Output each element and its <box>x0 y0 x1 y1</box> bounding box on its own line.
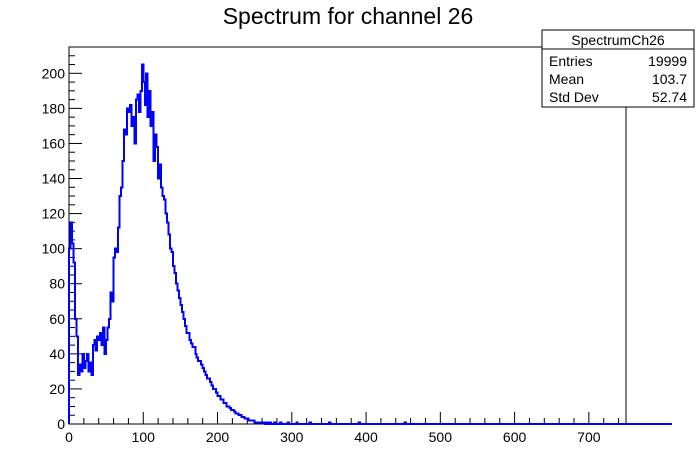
stats-entries-value: 19999 <box>648 53 687 69</box>
y-tick-label: 160 <box>42 135 66 151</box>
histogram-series-line <box>68 63 673 425</box>
x-tick-label: 400 <box>354 429 378 445</box>
stats-stddev-label: Std Dev <box>549 89 599 105</box>
x-tick-label: 600 <box>503 429 527 445</box>
stats-box: SpectrumCh26 Entries 19999 Mean 103.7 St… <box>541 29 695 108</box>
y-tick-label: 0 <box>57 416 65 432</box>
y-tick-label: 20 <box>49 381 65 397</box>
y-tick-label: 80 <box>49 276 65 292</box>
x-tick-label: 300 <box>280 429 304 445</box>
stats-mean-value: 103.7 <box>652 71 687 87</box>
x-axis: 0 100 200 300 400 500 600 700 <box>65 412 620 445</box>
stats-box-title: SpectrumCh26 <box>571 32 665 48</box>
x-tick-label: 100 <box>132 429 156 445</box>
stats-mean-label: Mean <box>549 71 584 87</box>
x-tick-label: 200 <box>206 429 230 445</box>
y-tick-label: 100 <box>42 241 66 257</box>
y-tick-label: 120 <box>42 206 66 222</box>
x-tick-label: 700 <box>577 429 601 445</box>
stats-entries-label: Entries <box>549 53 593 69</box>
y-axis: 0 20 40 60 80 100 120 140 160 180 200 <box>42 46 82 432</box>
chart-title: Spectrum for channel 26 <box>223 3 474 29</box>
x-tick-label: 500 <box>429 429 453 445</box>
x-tick-label: 0 <box>65 429 73 445</box>
stats-stddev-value: 52.74 <box>652 89 687 105</box>
y-tick-label: 200 <box>42 65 66 81</box>
y-tick-label: 60 <box>49 311 65 327</box>
y-tick-label: 40 <box>49 346 65 362</box>
y-tick-label: 140 <box>42 171 66 187</box>
y-tick-label: 180 <box>42 100 66 116</box>
